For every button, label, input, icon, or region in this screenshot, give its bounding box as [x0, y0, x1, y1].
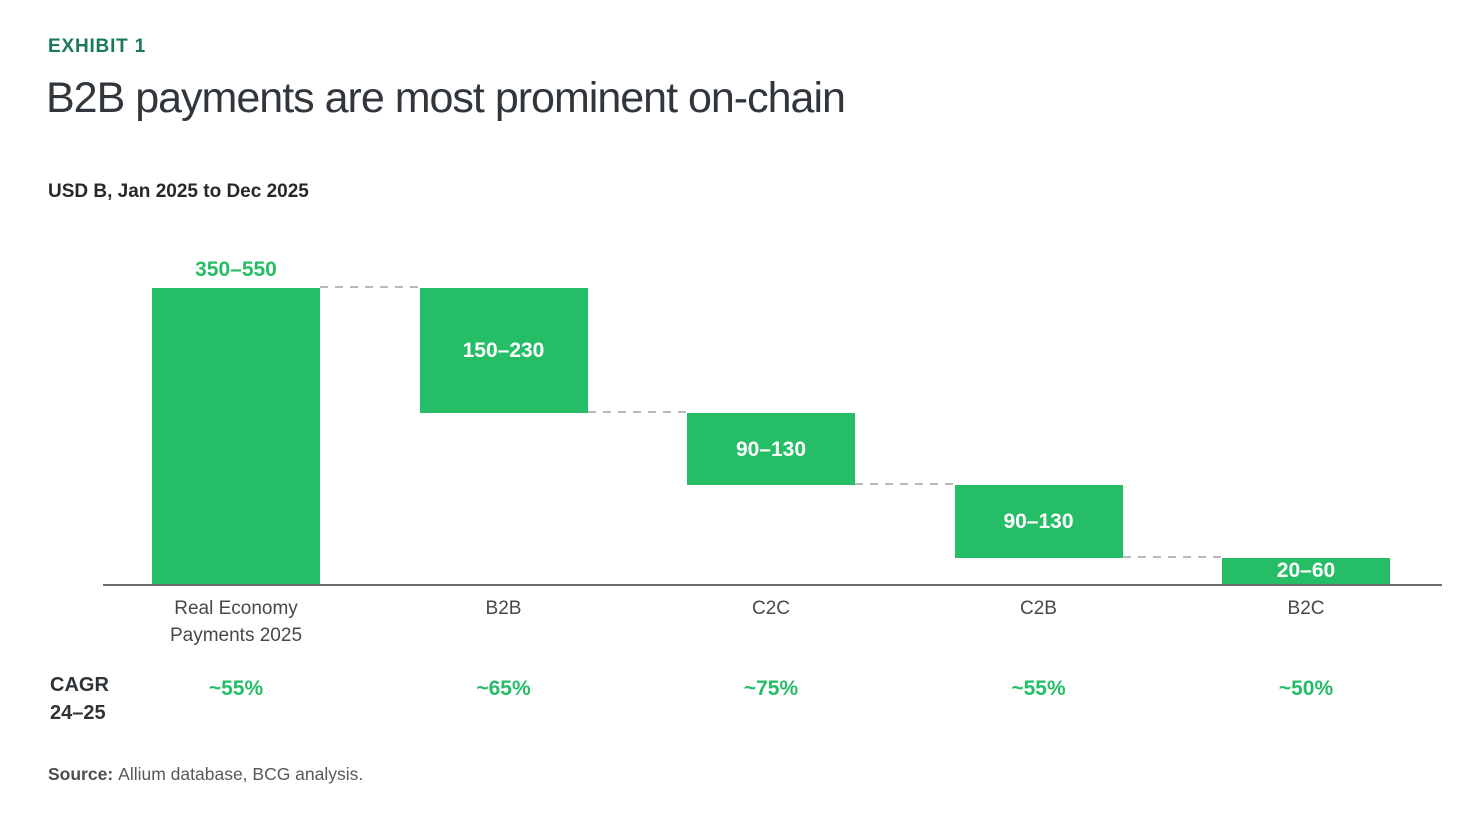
source-text: Allium database, BCG analysis.	[118, 764, 364, 784]
category-label-c2c: C2C	[641, 595, 901, 622]
x-axis-line	[103, 584, 1442, 586]
waterfall-bar-c2b: 90–130	[954, 485, 1123, 558]
waterfall-bar-b2c: 20–60	[1222, 557, 1390, 584]
cagr-value-c2c: ~75%	[743, 677, 799, 700]
category-label-line: Payments 2025	[169, 625, 303, 646]
category-label-line: C2C	[751, 598, 790, 619]
bar-value-label-c2b: 90–130	[1003, 510, 1074, 533]
waterfall-bar-c2c: 90–130	[687, 412, 855, 486]
chart-subtitle: USD B, Jan 2025 to Dec 2025	[48, 181, 309, 202]
connector-line-c2b-to-b2c	[1122, 555, 1222, 558]
category-label-b2c: B2C	[1176, 595, 1436, 622]
cagr-row-label-line1: CAGR	[50, 674, 109, 696]
connector-line-b2b-to-c2c	[587, 410, 687, 413]
category-label-c2b: C2B	[909, 595, 1169, 622]
bar-value-label-b2b: 150–230	[462, 338, 545, 362]
bar-value-label-b2c: 20–60	[1276, 559, 1336, 583]
category-label-line: B2B	[485, 598, 522, 619]
cagr-row-label-line2: 24–25	[50, 702, 106, 724]
category-label-line: C2B	[1020, 598, 1057, 619]
category-label-real-economy-payments-2025: Real Economy Payments 2025	[106, 595, 366, 649]
source-note: Source: Allium database, BCG analysis.	[48, 764, 363, 785]
chart-title: B2B payments are most prominent on-chain	[46, 74, 846, 122]
exhibit-label: EXHIBIT 1	[48, 36, 146, 57]
source-prefix-label: Source:	[48, 764, 114, 784]
waterfall-bar-real-economy-payments-2025	[152, 288, 320, 584]
connector-line-real-economy-payments-2025-to-b2b	[320, 286, 420, 288]
cagr-value-real-economy-payments-2025: ~55%	[208, 677, 264, 700]
category-label-line: Real Economy	[174, 598, 298, 619]
cagr-value-b2b: ~65%	[476, 677, 531, 700]
waterfall-bar-b2b: 150–230	[419, 288, 588, 413]
category-label-line: B2C	[1287, 598, 1325, 619]
bar-value-label-real-economy-payments-2025: 350–550	[195, 258, 277, 281]
bar-value-label-c2c: 90–130	[735, 437, 807, 461]
cagr-value-c2b: ~55%	[1011, 677, 1066, 700]
cagr-row-label: CAGR 24–25	[50, 671, 109, 727]
cagr-value-b2c: ~50%	[1278, 677, 1334, 700]
category-label-b2b: B2B	[374, 595, 634, 622]
connector-line-c2c-to-c2b	[855, 483, 955, 486]
